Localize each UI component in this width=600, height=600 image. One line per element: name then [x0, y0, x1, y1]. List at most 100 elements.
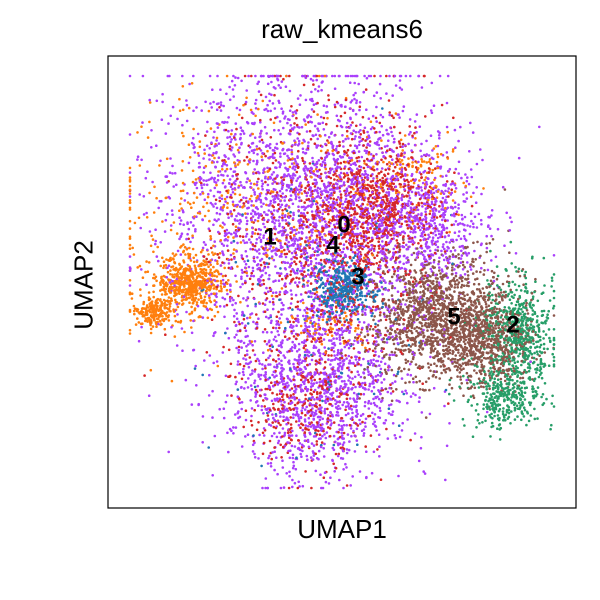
point-cluster-4 — [357, 82, 361, 86]
point-cluster-4 — [314, 178, 318, 182]
point-cluster-5 — [495, 294, 498, 298]
point-cluster-5 — [354, 336, 357, 339]
point-cluster-2 — [498, 438, 502, 441]
point-cluster-4 — [223, 223, 226, 226]
point-cluster-4 — [485, 234, 489, 238]
point-cluster-1 — [411, 161, 414, 164]
point-cluster-4 — [232, 298, 235, 302]
point-cluster-2 — [540, 309, 544, 313]
point-cluster-4 — [204, 243, 207, 246]
point-cluster-5 — [463, 265, 467, 269]
point-cluster-1 — [131, 246, 134, 250]
point-cluster-3 — [364, 445, 368, 448]
point-cluster-2 — [519, 398, 522, 402]
point-cluster-4 — [257, 248, 261, 251]
chart-title: raw_kmeans6 — [261, 14, 423, 44]
point-cluster-4 — [265, 331, 269, 334]
point-cluster-4 — [429, 134, 433, 137]
point-cluster-1 — [169, 272, 172, 276]
point-cluster-4 — [145, 283, 148, 287]
point-cluster-4 — [354, 414, 358, 418]
point-cluster-3 — [275, 191, 279, 194]
point-cluster-4 — [216, 160, 219, 164]
point-cluster-4 — [449, 249, 453, 253]
point-cluster-4 — [168, 74, 171, 78]
point-cluster-3 — [309, 282, 313, 285]
point-cluster-4 — [279, 152, 282, 155]
point-cluster-3 — [339, 446, 343, 450]
point-cluster-5 — [461, 263, 465, 267]
point-cluster-3 — [365, 146, 368, 149]
point-cluster-1 — [216, 364, 220, 368]
point-cluster-4 — [337, 423, 341, 427]
point-cluster-4 — [363, 421, 367, 425]
point-cluster-3 — [398, 142, 402, 145]
point-cluster-5 — [500, 295, 504, 299]
point-cluster-4 — [290, 293, 293, 296]
point-cluster-4 — [278, 120, 282, 123]
point-cluster-4 — [247, 265, 251, 269]
point-cluster-5 — [453, 286, 457, 289]
point-cluster-4 — [217, 142, 221, 145]
point-cluster-0 — [322, 286, 325, 290]
point-cluster-1 — [195, 301, 199, 304]
point-cluster-4 — [218, 305, 222, 308]
point-cluster-4 — [244, 435, 247, 438]
point-cluster-0 — [352, 256, 355, 260]
point-cluster-3 — [269, 118, 273, 121]
point-cluster-4 — [245, 254, 249, 258]
point-cluster-4 — [128, 195, 132, 198]
point-cluster-5 — [394, 347, 398, 351]
point-cluster-5 — [457, 256, 461, 260]
point-cluster-4 — [303, 321, 307, 325]
point-cluster-4 — [397, 474, 400, 478]
point-cluster-4 — [198, 175, 202, 179]
point-cluster-4 — [300, 125, 304, 129]
point-cluster-4 — [366, 284, 370, 288]
point-cluster-2 — [448, 378, 452, 382]
point-cluster-4 — [352, 391, 356, 395]
point-cluster-3 — [374, 233, 377, 236]
point-cluster-4 — [396, 269, 400, 273]
point-cluster-4 — [234, 179, 237, 183]
point-cluster-4 — [420, 155, 423, 158]
point-cluster-4 — [248, 339, 252, 343]
point-cluster-5 — [457, 253, 460, 256]
point-cluster-4 — [358, 108, 361, 112]
point-cluster-4 — [278, 215, 281, 219]
point-cluster-3 — [296, 285, 300, 288]
point-cluster-5 — [432, 258, 436, 262]
point-cluster-4 — [387, 139, 390, 142]
point-cluster-3 — [318, 433, 322, 437]
point-cluster-4 — [475, 226, 479, 229]
point-cluster-1 — [180, 131, 184, 135]
point-cluster-4 — [240, 321, 244, 325]
point-cluster-4 — [324, 436, 328, 440]
point-cluster-3 — [310, 340, 314, 343]
point-cluster-4 — [280, 301, 284, 305]
point-cluster-4 — [268, 274, 271, 277]
point-cluster-4 — [248, 238, 251, 241]
point-cluster-5 — [390, 399, 394, 403]
point-cluster-1 — [302, 301, 305, 305]
point-cluster-1 — [133, 312, 136, 316]
point-cluster-4 — [303, 140, 306, 143]
point-cluster-4 — [425, 222, 428, 226]
point-cluster-3 — [324, 360, 327, 364]
point-cluster-5 — [458, 335, 461, 339]
point-cluster-2 — [503, 341, 506, 344]
point-cluster-4 — [213, 218, 216, 221]
point-cluster-4 — [293, 168, 297, 171]
point-cluster-4 — [261, 330, 265, 334]
point-cluster-3 — [266, 414, 270, 417]
point-cluster-1 — [232, 236, 235, 239]
point-cluster-4 — [420, 435, 423, 439]
point-cluster-4 — [360, 155, 364, 159]
point-cluster-4 — [246, 219, 249, 223]
point-cluster-5 — [448, 383, 451, 386]
point-cluster-4 — [290, 251, 294, 255]
point-cluster-5 — [489, 279, 493, 283]
point-cluster-4 — [272, 280, 275, 283]
point-cluster-4 — [362, 428, 366, 431]
point-cluster-4 — [347, 448, 351, 452]
